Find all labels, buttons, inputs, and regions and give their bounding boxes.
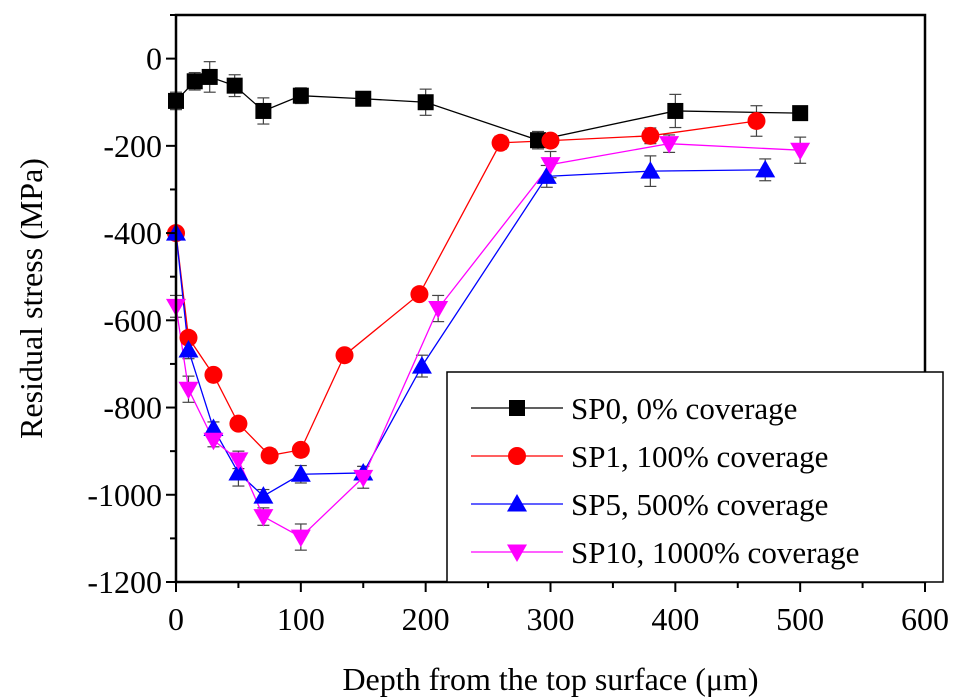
data-point (355, 90, 372, 107)
x-axis-ticks: 0 100 200 300 400 500 600 (168, 582, 949, 637)
y-tick-label: -800 (103, 390, 162, 426)
legend-marker (508, 447, 526, 465)
data-point (790, 142, 811, 161)
y-tick-label: -1200 (87, 564, 162, 600)
legend-marker (507, 494, 527, 512)
data-point (428, 301, 449, 319)
x-tick-label: 500 (776, 601, 824, 637)
legend-label: SP0, 0% coverage (571, 391, 797, 426)
data-point (335, 346, 354, 365)
x-tick-label: 0 (168, 601, 184, 637)
data-point (204, 365, 223, 384)
data-point (530, 132, 547, 149)
data-point (260, 446, 279, 465)
data-point (253, 486, 274, 504)
data-point (201, 68, 218, 85)
data-point (290, 464, 311, 482)
y-tick-label: -600 (103, 302, 162, 338)
data-point (228, 462, 249, 481)
data-point (541, 131, 560, 150)
legend: SP0, 0% coverage SP1, 100% coverage SP5, 5… (446, 371, 944, 583)
data-point (226, 77, 243, 94)
y-tick-label: -400 (103, 215, 162, 251)
data-point (353, 469, 374, 488)
x-tick-label: 600 (901, 601, 949, 637)
data-point (178, 381, 199, 400)
data-point (255, 102, 272, 119)
data-point (290, 529, 311, 548)
y-tick-label: -1000 (87, 477, 162, 513)
data-point (203, 432, 224, 451)
legend-label: SP10, 1000% coverage (571, 535, 859, 570)
data-point (410, 285, 429, 304)
data-point (747, 111, 766, 130)
data-point (667, 102, 684, 119)
data-point (178, 339, 199, 358)
x-tick-label: 400 (651, 601, 699, 637)
data-point (536, 166, 557, 184)
legend-marker (509, 400, 525, 416)
data-point (186, 73, 203, 90)
legend-label: SP5, 500% coverage (571, 487, 828, 522)
data-point (291, 440, 310, 459)
data-point (491, 133, 510, 152)
legend-label: SP1, 100% coverage (571, 439, 828, 474)
data-point (792, 105, 809, 122)
data-point (179, 328, 198, 347)
data-point (755, 159, 776, 178)
data-point (203, 418, 224, 436)
data-point (229, 414, 248, 433)
data-point (640, 161, 661, 179)
x-tick-label: 300 (527, 601, 575, 637)
data-point (659, 136, 680, 154)
data-point (540, 157, 561, 175)
legend-box (446, 371, 944, 583)
y-axis-title: Residual stress (MPa) (13, 158, 49, 439)
data-point (228, 452, 249, 470)
x-tick-label: 100 (277, 601, 325, 637)
data-point (641, 126, 660, 145)
y-axis-ticks: 0 -200 -400 -600 -800 -1000 -1200 (87, 14, 176, 600)
data-point (417, 94, 434, 111)
legend-marker (507, 544, 527, 562)
data-point (411, 356, 432, 374)
y-tick-label: -200 (103, 128, 162, 164)
x-axis-title: Depth from the top surface (μm) (342, 661, 758, 697)
x-tick-label: 200 (402, 601, 450, 637)
data-point (253, 509, 274, 527)
data-point (292, 87, 309, 104)
y-tick-label: 0 (146, 41, 162, 77)
